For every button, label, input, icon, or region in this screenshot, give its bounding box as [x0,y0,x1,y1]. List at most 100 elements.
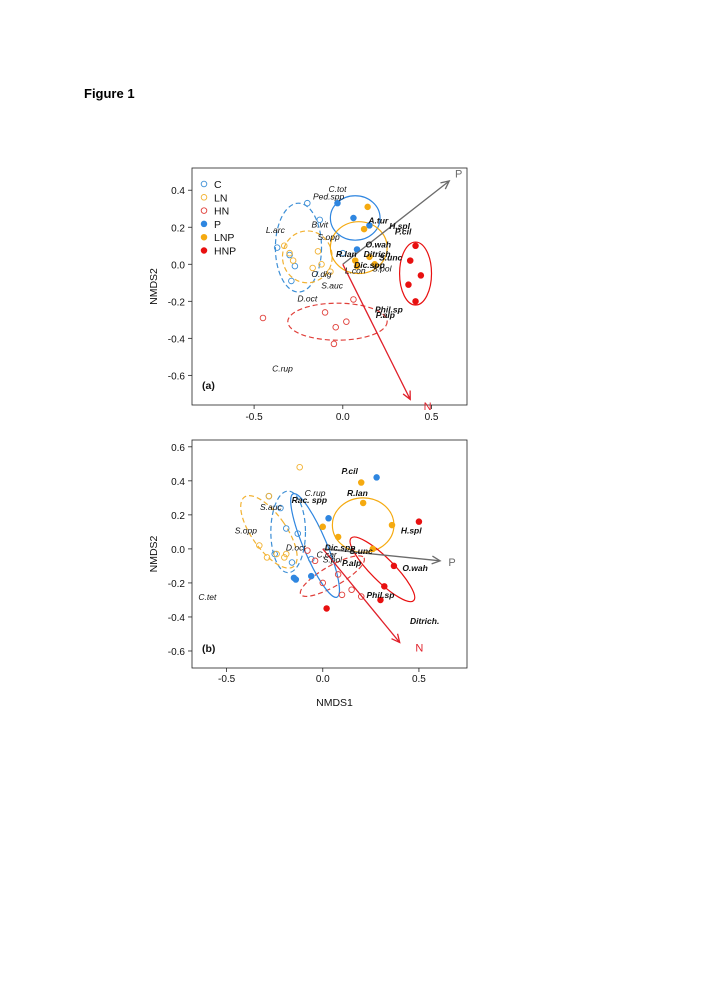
legend-label-c: C [214,179,222,191]
point-c [273,244,281,251]
point-ln [314,248,322,255]
x-tick-label: 0.5 [425,412,439,423]
species-label: Ditrich. [410,616,439,626]
point-lnp [366,253,373,261]
species-label: R.lan [347,488,368,498]
legend-label-lnp: LNP [214,232,234,244]
x-tick-label: -0.5 [218,674,236,685]
species-label: Ditrich. [364,249,393,259]
point-c [271,550,278,558]
x-tick-label: -0.5 [245,412,263,423]
vector-arrowhead [391,633,401,644]
point-ln [318,261,325,268]
species-label: C.tot [329,184,348,194]
point-lnp [364,203,371,211]
panel-label: (b) [202,643,215,655]
ellipse-hn [287,302,388,341]
plot-frame [191,439,468,669]
point-hn [332,323,339,331]
point-p [373,474,380,481]
y-tick-label: 0.4 [171,186,185,197]
ellipse-lnp [329,221,388,275]
point-ln [286,249,293,257]
legend-marker-c [200,180,208,188]
vector-p [322,548,441,562]
species-label: S.opp [318,232,340,242]
point-hn [319,579,327,587]
point-hn [343,318,350,325]
point-hnp [412,298,419,305]
point-hn [330,340,338,348]
point-ln [296,463,303,471]
legend-label-hn: HN [214,206,229,218]
point-c [282,525,290,532]
species-label: D.oct [297,293,317,303]
x-tick-label: 0.5 [412,674,426,685]
point-hn [321,309,329,316]
species-label: H.spl [401,526,422,536]
point-lnp [359,499,367,507]
species-label: P.alp [342,558,361,568]
point-hnp [323,605,330,612]
point-p [350,214,357,222]
legend-marker-hnp [200,247,208,254]
ellipse-c [274,202,323,293]
y-tick-label: 0.4 [171,477,185,488]
point-lnp [319,523,327,531]
panel-label: (a) [202,380,215,392]
ellipse-hnp [349,536,416,603]
point-hnp [405,281,412,288]
point-lnp [351,257,359,264]
y-tick-label: 0.0 [171,260,185,271]
point-ln [256,542,263,549]
vector-arrowhead [440,180,451,190]
vector-label: N [424,401,432,413]
point-c [304,199,311,207]
y-tick-label: -0.4 [168,334,186,345]
figure-title: Figure 1 [84,86,135,101]
legend-label-hnp: HNP [214,246,236,258]
y-tick-label: 0.0 [171,545,185,556]
point-p [292,576,300,583]
point-hn [357,593,365,600]
point-ln [281,554,288,561]
vector-label: N [415,643,423,655]
point-hn [338,591,346,599]
point-lnp [357,479,365,486]
species-label: Phil.sp [375,304,403,314]
species-label: S.unc [379,253,402,263]
point-ln [263,554,271,561]
species-label: O.wah [402,563,428,573]
point-lnp [360,225,368,233]
point-c [288,277,295,285]
point-hnp [412,242,419,250]
point-hnp [417,272,425,279]
point-hn [334,571,342,578]
species-label: C.car [316,549,337,559]
point-p [307,572,315,580]
legend-marker-lnp [200,233,208,241]
y-tick-label: -0.2 [168,579,186,590]
y-tick-label: -0.6 [168,371,186,382]
species-label: L.con [345,266,366,276]
ellipse-c [270,490,307,574]
x-tick-label: 0.0 [336,412,350,423]
species-label: Ped.spp [313,191,344,201]
legend-label-ln: LN [214,192,227,204]
point-lnp [353,262,361,270]
plot-frame [191,167,468,406]
point-ln [282,550,290,558]
point-c [307,555,315,563]
point-c [339,249,347,257]
species-label: D.oct [286,543,306,553]
point-hnp [377,596,384,604]
species-label: S.unc [350,546,373,556]
point-hn [259,314,267,322]
vector-label: P [455,169,462,181]
point-ln [327,268,334,275]
point-hn [350,296,357,303]
point-c [277,504,284,512]
point-p [334,199,341,207]
